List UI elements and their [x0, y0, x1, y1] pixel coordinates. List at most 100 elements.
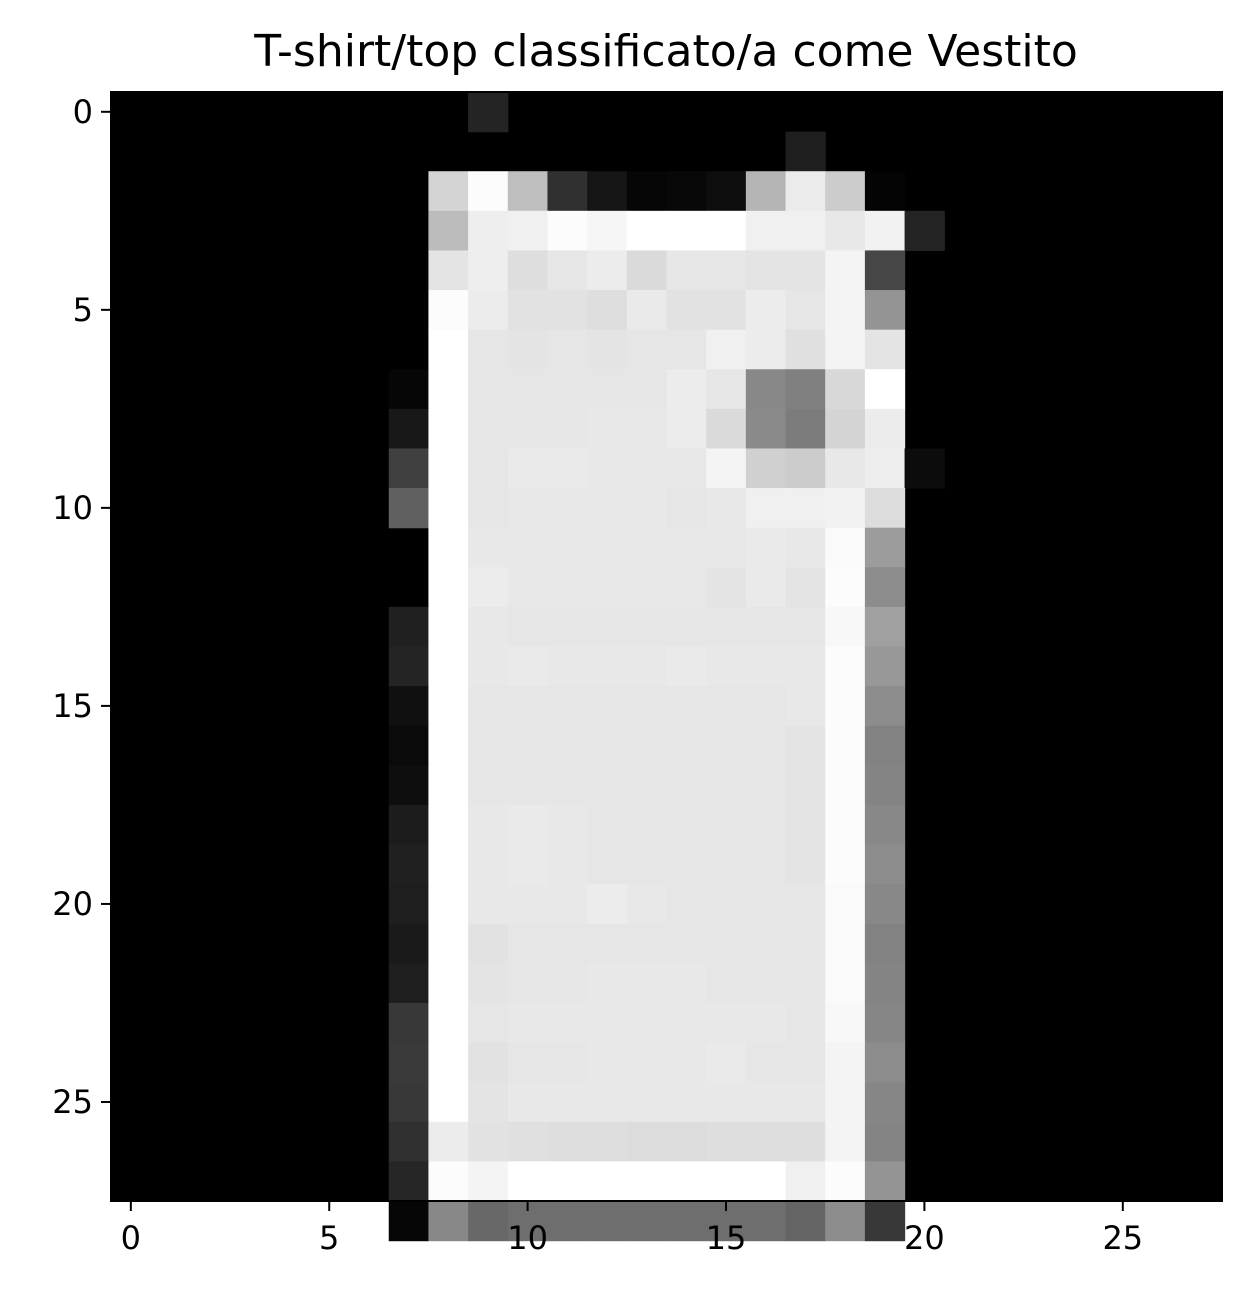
heatmap-cell [666, 369, 707, 410]
heatmap-cell [587, 1042, 628, 1083]
heatmap-cell [428, 369, 469, 410]
heatmap-cell [587, 923, 628, 964]
heatmap-cell [745, 448, 787, 489]
heatmap-cell [666, 1121, 707, 1162]
heatmap-cell [666, 290, 707, 331]
heatmap-cell [745, 329, 787, 370]
heatmap-cell [547, 448, 588, 489]
heatmap-cell [507, 329, 549, 370]
heatmap-cell [468, 92, 509, 133]
heatmap-cell [507, 686, 549, 727]
heatmap-cell [547, 250, 588, 291]
heatmap-cell [388, 1201, 430, 1242]
heatmap-cell [547, 884, 588, 925]
heatmap-cell [785, 1042, 826, 1083]
heatmap-cell [468, 1082, 509, 1123]
heatmap-cell [785, 527, 826, 568]
heatmap-cell [825, 171, 866, 212]
y-tick-label: 25 [52, 1083, 93, 1121]
heatmap-cell [468, 765, 509, 806]
heatmap-cell [587, 606, 628, 648]
heatmap-cell [706, 1082, 747, 1123]
heatmap-cell [507, 408, 549, 450]
heatmap-cell [706, 210, 747, 252]
heatmap-cell [547, 567, 588, 608]
heatmap-cell [587, 527, 628, 568]
heatmap-cell [468, 408, 509, 450]
heatmap-cell [666, 171, 707, 212]
heatmap-cell [547, 923, 588, 964]
heatmap-cell [666, 1042, 707, 1083]
heatmap-cell [428, 686, 469, 727]
heatmap-cell [825, 1161, 866, 1202]
heatmap-cell [706, 686, 747, 727]
heatmap-cell [864, 725, 906, 766]
heatmap-cell [825, 567, 866, 608]
heatmap-cell [745, 1201, 787, 1242]
heatmap-cell [864, 448, 906, 489]
heatmap-cell [388, 1082, 430, 1123]
y-tick-label: 5 [73, 291, 93, 329]
heatmap-cell [825, 369, 866, 410]
heatmap-cell [864, 1201, 906, 1242]
heatmap-cell [785, 844, 826, 885]
heatmap-cell [825, 1002, 866, 1044]
heatmap-cell [706, 408, 747, 450]
heatmap-cell [706, 804, 747, 846]
heatmap-cell [825, 606, 866, 648]
heatmap-cell [626, 923, 668, 964]
heatmap-cell [507, 369, 549, 410]
heatmap-cell [864, 369, 906, 410]
heatmap-cell [428, 923, 469, 964]
heatmap-cell [428, 1082, 469, 1123]
heatmap-cell [428, 963, 469, 1004]
heatmap-cell [825, 448, 866, 489]
heatmap-cell [745, 290, 787, 331]
x-tick-label: 0 [121, 1219, 141, 1257]
heatmap-cell [904, 448, 945, 489]
heatmap-cell [626, 369, 668, 410]
heatmap-cell [666, 1161, 707, 1202]
heatmap-cell [388, 884, 430, 925]
heatmap-cell [587, 884, 628, 925]
heatmap-cell [626, 963, 668, 1004]
heatmap-cell [666, 804, 707, 846]
heatmap-cell [864, 804, 906, 846]
heatmap-cell [785, 369, 826, 410]
heatmap-cell [825, 408, 866, 450]
heatmap-cell [706, 1161, 747, 1202]
x-tick-label: 5 [319, 1219, 339, 1257]
heatmap-image [111, 92, 1222, 1242]
heatmap-cell [785, 567, 826, 608]
heatmap-cell [428, 884, 469, 925]
heatmap-cell [587, 250, 628, 291]
heatmap-cell [745, 765, 787, 806]
heatmap-cell [706, 250, 747, 291]
heatmap-cell [825, 329, 866, 370]
heatmap-cell [587, 804, 628, 846]
heatmap-cell [547, 686, 588, 727]
plot-frame [110, 91, 1223, 1202]
heatmap-cell [666, 250, 707, 291]
heatmap-cell [864, 844, 906, 885]
heatmap-cell [706, 646, 747, 687]
heatmap-cell [785, 963, 826, 1004]
heatmap-cell [507, 606, 549, 648]
heatmap-cell [626, 290, 668, 331]
heatmap-cell [825, 844, 866, 885]
heatmap-cell [507, 765, 549, 806]
heatmap-cell [825, 884, 866, 925]
heatmap-cell [468, 884, 509, 925]
y-tick-label: 10 [52, 489, 93, 527]
heatmap-cell [666, 963, 707, 1004]
heatmap-cell [825, 250, 866, 291]
heatmap-cell [507, 804, 549, 846]
heatmap-cell [587, 1082, 628, 1123]
heatmap-cell [706, 369, 747, 410]
heatmap-cell [468, 290, 509, 331]
heatmap-cell [587, 686, 628, 727]
heatmap-cell [507, 448, 549, 489]
heatmap-cell [547, 1121, 588, 1162]
heatmap-cell [547, 171, 588, 212]
heatmap-cell [706, 725, 747, 766]
